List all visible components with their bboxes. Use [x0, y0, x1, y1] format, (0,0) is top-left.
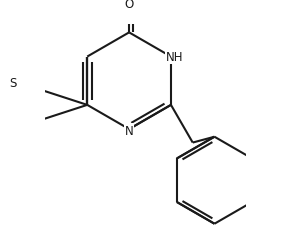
Text: NH: NH: [166, 51, 183, 64]
Text: N: N: [125, 124, 134, 137]
Text: S: S: [9, 76, 16, 89]
Text: O: O: [125, 0, 134, 11]
